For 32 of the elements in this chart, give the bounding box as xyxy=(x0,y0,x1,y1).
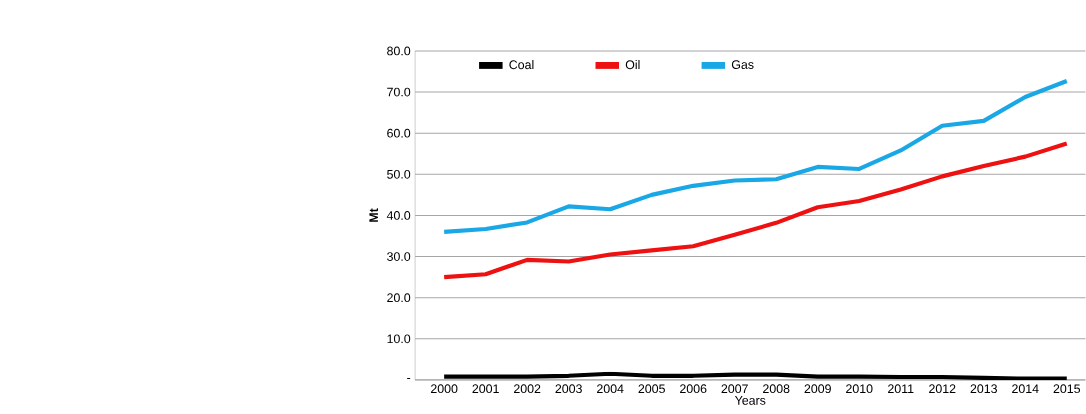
y-axis-title: Mt xyxy=(369,208,379,223)
legend-label: Gas xyxy=(731,60,754,70)
x-axis-title: Years xyxy=(734,396,766,405)
x-tick-label: 2001 xyxy=(472,384,499,394)
x-tick-label: 2003 xyxy=(555,384,582,394)
y-tick-label: 20.0 xyxy=(387,293,411,303)
x-tick-label: 2013 xyxy=(970,384,997,394)
y-tick-label: 60.0 xyxy=(387,128,411,138)
x-tick-label: 2002 xyxy=(514,384,541,394)
line-series xyxy=(442,79,1069,235)
legend-label: Oil xyxy=(625,60,640,70)
x-tick-label: 2010 xyxy=(846,384,873,394)
x-tick-label: 2006 xyxy=(680,384,707,394)
x-tick-label: 2004 xyxy=(597,384,624,394)
y-tick-label: 40.0 xyxy=(386,211,411,220)
x-tick-label: 2011 xyxy=(888,384,914,394)
x-tick-label: 2014 xyxy=(1012,384,1039,394)
y-tick-label: 30.0 xyxy=(387,252,411,262)
x-tick-label: 2015 xyxy=(1053,384,1081,394)
x-tick-label: 2012 xyxy=(929,384,956,394)
legend-label: Coal xyxy=(509,60,534,70)
y-tick-label: 80.0 xyxy=(387,46,411,56)
x-tick-label: 2007 xyxy=(721,384,748,394)
x-tick-label: 2008 xyxy=(763,384,790,394)
x-tick-label: 2000 xyxy=(430,384,458,394)
y-tick-label: 50.0 xyxy=(387,170,411,179)
x-tick-label: 2005 xyxy=(638,384,665,394)
y-tick-label: 70.0 xyxy=(387,87,411,97)
x-tick-label: 2009 xyxy=(804,384,831,394)
y-tick-label: - xyxy=(407,378,411,380)
y-tick-label: 10.0 xyxy=(387,334,411,344)
line-series xyxy=(442,141,1069,280)
